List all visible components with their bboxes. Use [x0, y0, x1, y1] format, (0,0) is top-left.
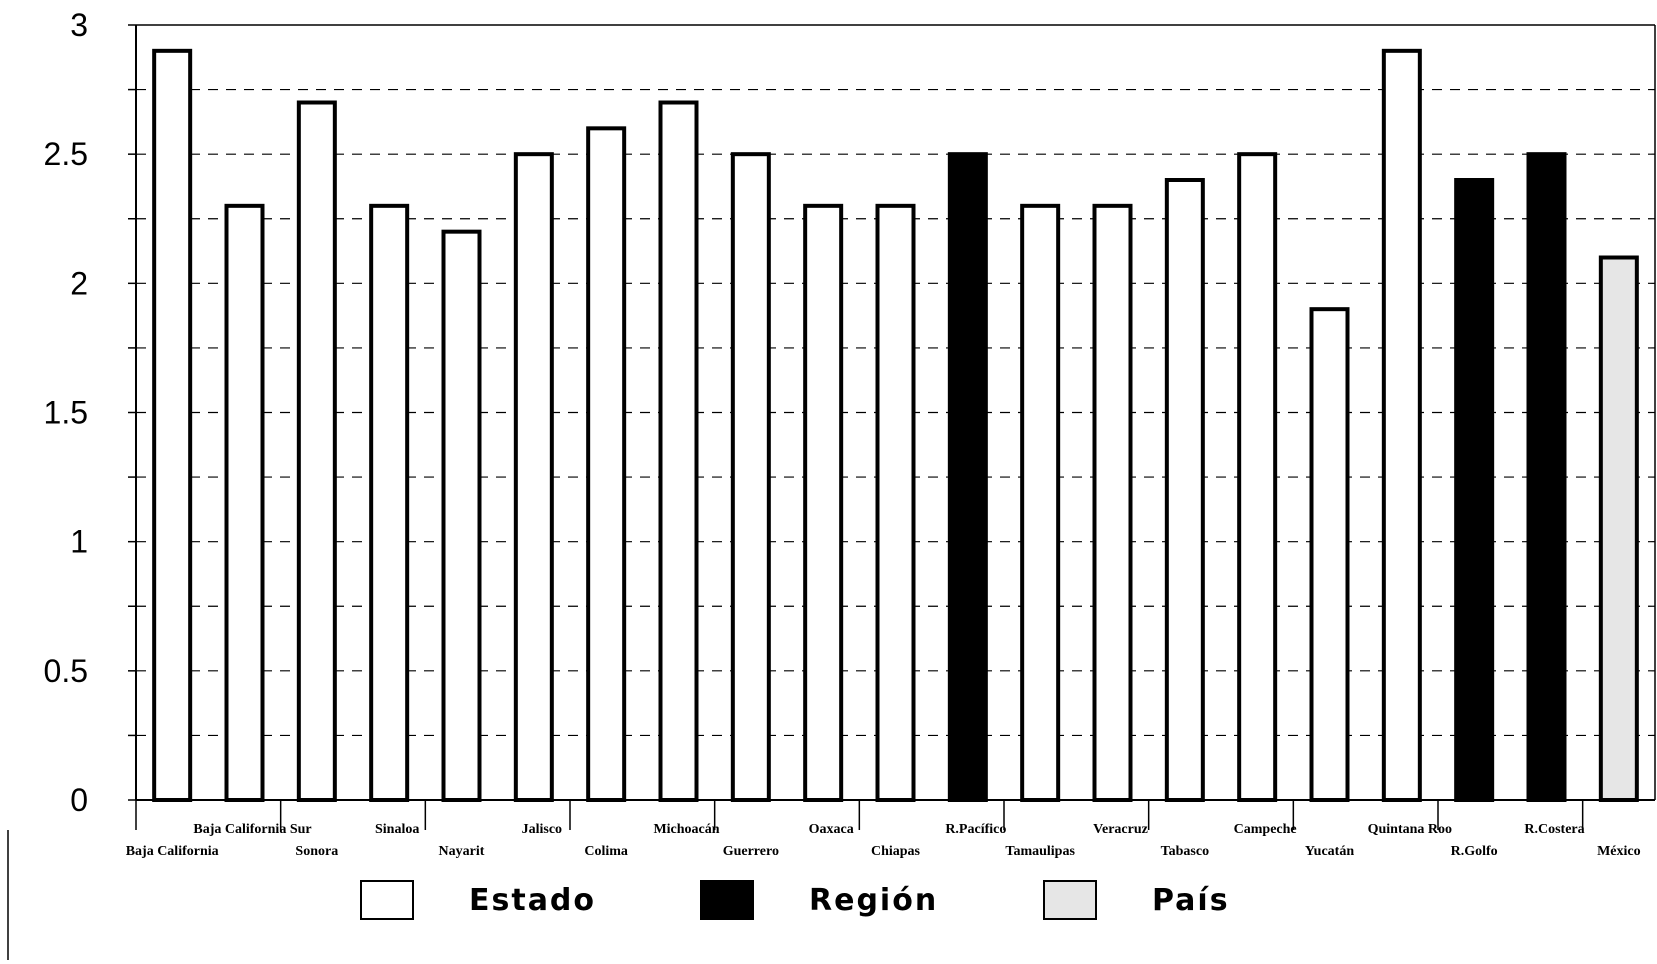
- bar: [947, 152, 988, 802]
- legend-swatch-pais: [1043, 880, 1097, 920]
- x-tick-label: Chiapas: [871, 844, 921, 859]
- x-tick-label: Quintana Roo: [1368, 822, 1452, 837]
- bar: [730, 152, 771, 802]
- x-tick-label: Nayarit: [439, 844, 485, 859]
- bar: [1526, 152, 1567, 802]
- x-tick-label: Guerrero: [723, 844, 779, 859]
- x-tick-label: R.Pacífico: [945, 822, 1006, 837]
- x-tick-label: Yucatán: [1305, 844, 1354, 859]
- bar: [152, 48, 193, 803]
- x-tick-label: Jalisco: [522, 822, 562, 837]
- bar: [296, 100, 337, 802]
- x-tick-label: Michoacán: [653, 822, 719, 837]
- x-tick-label: México: [1597, 844, 1641, 859]
- bar: [1237, 152, 1278, 802]
- y-tick-label: 1: [70, 524, 88, 560]
- bar: [658, 100, 699, 802]
- x-tick-label: Colima: [584, 844, 628, 859]
- y-tick-label: 0.5: [44, 653, 88, 689]
- legend-item-pais: País: [1043, 880, 1230, 920]
- x-tick-labels: Baja California Baja California Sur Sonora…: [126, 822, 1641, 859]
- y-tick-label: 3: [70, 7, 88, 43]
- bar: [1598, 255, 1639, 802]
- bar: [369, 203, 410, 803]
- bar: [1020, 203, 1061, 803]
- legend-label-pais: País: [1152, 882, 1230, 918]
- bar: [1381, 48, 1422, 803]
- y-tick-label: 2.5: [44, 136, 88, 172]
- y-tick-labels: 0 0.5 1 1.5 2 2.5 3: [44, 7, 88, 818]
- bar: [441, 229, 482, 802]
- bar: [1164, 178, 1205, 802]
- legend-swatch-region: [700, 880, 754, 920]
- x-tick-label: R.Golfo: [1451, 844, 1498, 859]
- x-tick-label: Sonora: [295, 844, 338, 859]
- y-tick-label: 0: [70, 782, 88, 818]
- x-tick-label: Baja California: [126, 844, 219, 859]
- bar: [1309, 307, 1350, 802]
- bar: [586, 126, 627, 803]
- legend-label-estado: Estado: [469, 882, 597, 918]
- legend-label-region: Región: [809, 882, 939, 918]
- x-tick-label: Oaxaca: [809, 822, 854, 837]
- bar: [803, 203, 844, 803]
- legend-swatch-estado: [360, 880, 414, 920]
- y-tick-label: 2: [70, 265, 88, 301]
- x-tick-label: Sinaloa: [375, 822, 419, 837]
- bar: [875, 203, 916, 803]
- x-tick-label: Veracruz: [1093, 822, 1148, 837]
- bar: [513, 152, 554, 802]
- bars: [152, 48, 1639, 803]
- bar: [1454, 178, 1495, 802]
- x-tick-label: R.Costera: [1524, 822, 1584, 837]
- bar: [1092, 203, 1133, 803]
- x-tick-label: Baja California Sur: [193, 822, 311, 837]
- bar: [224, 203, 265, 803]
- legend: Estado Región País: [0, 880, 1657, 940]
- x-tick-label: Tabasco: [1161, 844, 1210, 859]
- y-tick-label: 1.5: [44, 395, 88, 431]
- x-tick-label: Tamaulipas: [1005, 844, 1075, 859]
- legend-item-estado: Estado: [360, 880, 596, 920]
- legend-item-region: Región: [700, 880, 938, 920]
- x-tick-label: Campeche: [1234, 822, 1297, 837]
